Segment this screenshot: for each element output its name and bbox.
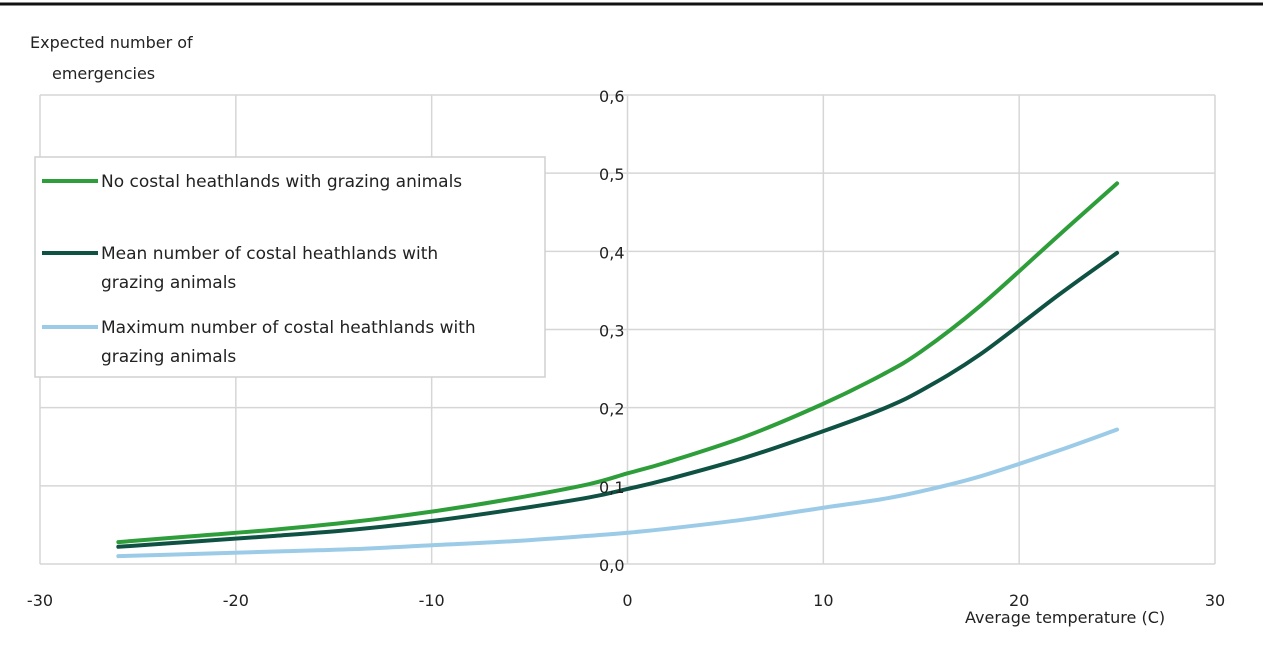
legend: No costal heathlands with grazing animal… — [34, 156, 546, 378]
x-tick-label: 10 — [813, 591, 833, 610]
series-lines — [116, 181, 1120, 559]
y-tick-label: 0,5 — [599, 165, 624, 184]
legend-box — [34, 156, 546, 378]
legend-label-1: No costal heathlands with grazing animal… — [101, 172, 462, 192]
legend-label-2: Mean number of costal heathlands with — [101, 244, 438, 264]
x-tick-label: -10 — [419, 591, 445, 610]
legend-label-3: grazing animals — [101, 347, 236, 367]
series-line-2 — [116, 250, 1120, 549]
series-line-3 — [116, 427, 1120, 559]
y-tick-label: 0,4 — [599, 243, 624, 262]
y-tick-label: 0,1 — [599, 478, 624, 497]
x-axis-label: Average temperature (C) — [965, 608, 1165, 627]
x-tick-label: 30 — [1205, 591, 1225, 610]
legend-label-2: grazing animals — [101, 273, 236, 293]
y-axis-label-line-1: Expected number of — [30, 33, 193, 52]
y-tick-label: 0,0 — [599, 556, 624, 575]
legend-label-3: Maximum number of costal heathlands with — [101, 318, 476, 338]
x-tick-label: -30 — [27, 591, 53, 610]
y-tick-label: 0,6 — [599, 87, 624, 106]
x-tick-label: 0 — [622, 591, 632, 610]
y-axis-label-line-2: emergencies — [52, 64, 155, 83]
y-tick-label: 0,2 — [599, 400, 624, 419]
y-axis-tick-labels: 0,0 0,1 0,2 0,3 0,4 0,5 0,6 — [599, 87, 624, 575]
y-tick-label: 0,3 — [599, 322, 624, 341]
series-line-1 — [116, 181, 1120, 545]
x-tick-label: 20 — [1009, 591, 1029, 610]
x-axis-tick-labels: -30 -20 -10 0 10 20 30 — [27, 591, 1225, 610]
x-tick-label: -20 — [223, 591, 249, 610]
